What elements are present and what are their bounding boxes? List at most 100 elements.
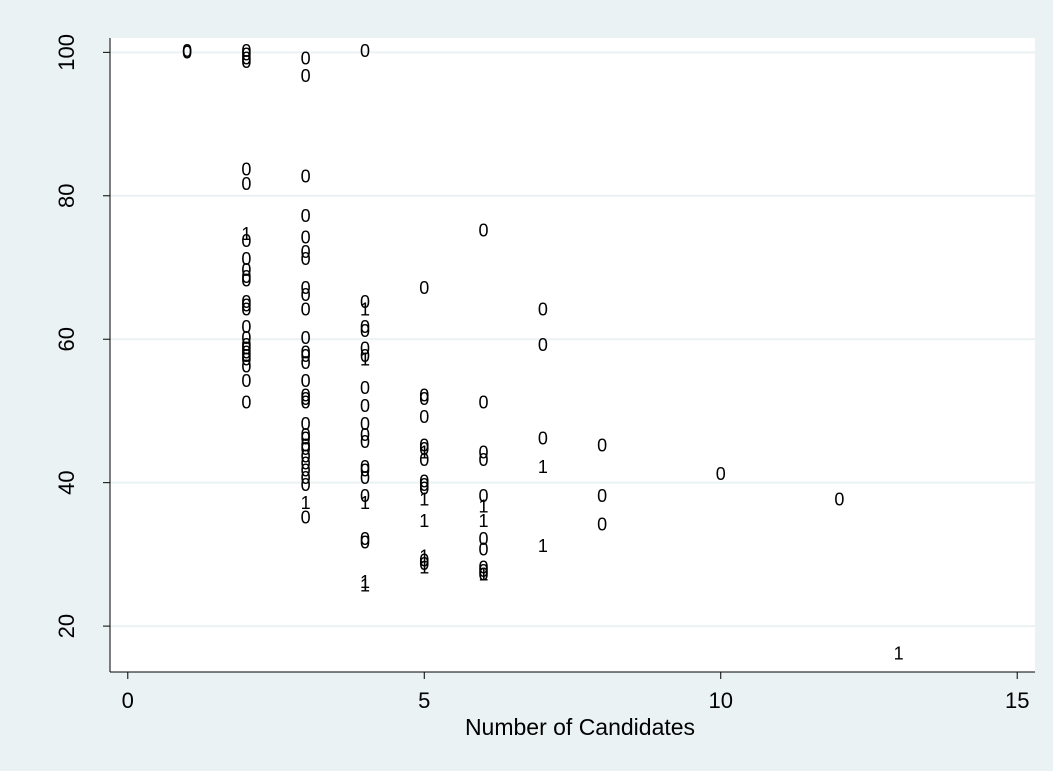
point-marker: 0 (241, 371, 251, 391)
point-marker: 0 (301, 353, 311, 373)
point-marker: 0 (479, 529, 489, 549)
point-marker: 0 (301, 393, 311, 413)
point-marker: 0 (419, 475, 429, 495)
point-marker: 0 (597, 486, 607, 506)
point-marker: 0 (834, 489, 844, 509)
point-marker: 0 (479, 393, 489, 413)
point-marker: 0 (419, 436, 429, 456)
point-marker: 1 (419, 547, 429, 567)
point-marker: 0 (301, 167, 311, 187)
point-marker: 0 (360, 378, 370, 398)
point-marker: 0 (182, 41, 192, 61)
x-axis-label: Number of Candidates (465, 714, 695, 740)
point-marker: 0 (479, 443, 489, 463)
point-marker: 0 (301, 285, 311, 305)
point-marker: 0 (360, 414, 370, 434)
point-marker: 0 (241, 393, 251, 413)
point-marker: 0 (479, 557, 489, 577)
point-marker: 0 (241, 296, 251, 316)
point-marker: 0 (360, 529, 370, 549)
point-marker: 0 (301, 228, 311, 248)
point-marker: 0 (301, 346, 311, 366)
point-marker: 0 (301, 389, 311, 409)
point-marker: 0 (182, 43, 192, 63)
point-marker: 0 (301, 48, 311, 68)
point-marker: 0 (301, 328, 311, 348)
point-marker: 0 (301, 249, 311, 269)
point-marker: 0 (241, 271, 251, 291)
point-marker: 1 (360, 575, 370, 595)
y-tick-label: 40 (54, 470, 79, 494)
point-marker: 0 (479, 540, 489, 560)
y-tick-label: 20 (54, 614, 79, 638)
point-marker: 0 (241, 335, 251, 355)
point-marker: 1 (538, 457, 548, 477)
point-marker: 0 (360, 457, 370, 477)
point-marker: 0 (597, 436, 607, 456)
point-marker: 0 (301, 439, 311, 459)
y-tick-label: 60 (54, 327, 79, 351)
point-marker: 0 (301, 371, 311, 391)
point-marker: 0 (301, 436, 311, 456)
x-tick-label: 10 (708, 688, 732, 713)
point-marker: 0 (538, 428, 548, 448)
point-marker: 1 (419, 557, 429, 577)
point-marker: 0 (360, 41, 370, 61)
x-tick-label: 15 (1005, 688, 1029, 713)
point-marker: 1 (360, 299, 370, 319)
point-marker: 0 (597, 514, 607, 534)
point-marker: 0 (360, 461, 370, 481)
point-marker: 1 (360, 493, 370, 513)
point-marker: 1 (360, 349, 370, 369)
point-marker: 0 (301, 428, 311, 448)
point-marker: 0 (241, 292, 251, 312)
point-marker: 0 (360, 396, 370, 416)
point-marker: 0 (360, 346, 370, 366)
point-marker: 0 (241, 342, 251, 362)
point-marker: 0 (241, 52, 251, 72)
point-marker: 1 (479, 511, 489, 531)
point-marker: 0 (479, 561, 489, 581)
point-marker: 0 (241, 267, 251, 287)
point-marker: 0 (716, 464, 726, 484)
point-marker: 0 (301, 385, 311, 405)
point-marker: 0 (419, 278, 429, 298)
point-marker: 0 (301, 66, 311, 86)
point-marker: 0 (301, 414, 311, 434)
point-marker: 0 (241, 159, 251, 179)
point-marker: 0 (360, 292, 370, 312)
point-marker: 0 (241, 346, 251, 366)
point-marker: 1 (419, 489, 429, 509)
point-marker: 1 (301, 493, 311, 513)
point-marker: 1 (419, 511, 429, 531)
point-marker: 0 (241, 339, 251, 359)
point-marker: 1 (360, 572, 370, 592)
point-marker: 0 (360, 425, 370, 445)
point-marker: 0 (241, 260, 251, 280)
point-marker: 0 (241, 174, 251, 194)
point-marker: 0 (360, 486, 370, 506)
point-marker: 0 (241, 299, 251, 319)
point-marker: 0 (301, 342, 311, 362)
point-marker: 0 (419, 450, 429, 470)
point-marker: 0 (479, 220, 489, 240)
point-marker: 0 (360, 468, 370, 488)
point-marker: 0 (241, 249, 251, 269)
y-tick-label: 100 (54, 34, 79, 71)
point-marker: 0 (479, 565, 489, 585)
point-marker: 0 (538, 335, 548, 355)
point-marker: 0 (419, 554, 429, 574)
point-marker: 0 (360, 339, 370, 359)
point-marker: 0 (360, 532, 370, 552)
point-marker: 0 (241, 45, 251, 65)
point-marker: 0 (241, 231, 251, 251)
point-marker: 0 (360, 321, 370, 341)
point-marker: 0 (301, 461, 311, 481)
point-marker: 0 (241, 349, 251, 369)
point-marker: 0 (301, 206, 311, 226)
point-marker: 1 (419, 443, 429, 463)
point-marker: 0 (419, 407, 429, 427)
point-marker: 0 (301, 242, 311, 262)
